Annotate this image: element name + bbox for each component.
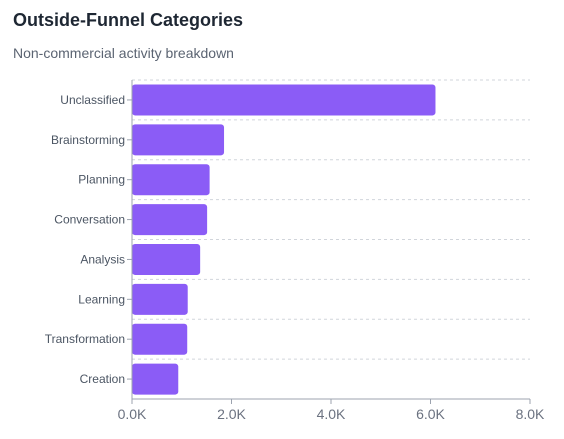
x-tick-label: 8.0K (516, 406, 545, 422)
category-label: Analysis (80, 252, 125, 266)
bar-creation[interactable] (132, 363, 179, 395)
category-label: Planning (78, 173, 125, 187)
x-tick-label: 6.0K (416, 406, 445, 422)
category-label: Brainstorming (51, 133, 125, 147)
bar-analysis[interactable] (132, 243, 201, 275)
bar-transformation[interactable] (132, 323, 188, 355)
bar-conversation[interactable] (132, 204, 208, 236)
x-tick-label: 2.0K (217, 406, 246, 422)
bar-planning[interactable] (132, 164, 210, 196)
chart-title: Outside-Funnel Categories (13, 10, 244, 30)
bar-unclassified[interactable] (132, 84, 436, 116)
chart-subtitle: Non-commercial activity breakdown (13, 45, 234, 61)
category-label: Transformation (45, 332, 125, 346)
x-tick-label: 4.0K (317, 406, 346, 422)
category-label: Conversation (54, 213, 125, 227)
category-label: Unclassified (60, 93, 125, 107)
category-label: Learning (78, 292, 125, 306)
bar-learning[interactable] (132, 283, 188, 315)
category-label: Creation (80, 372, 125, 386)
bar-brainstorming[interactable] (132, 124, 225, 156)
x-tick-label: 0.0K (118, 406, 147, 422)
